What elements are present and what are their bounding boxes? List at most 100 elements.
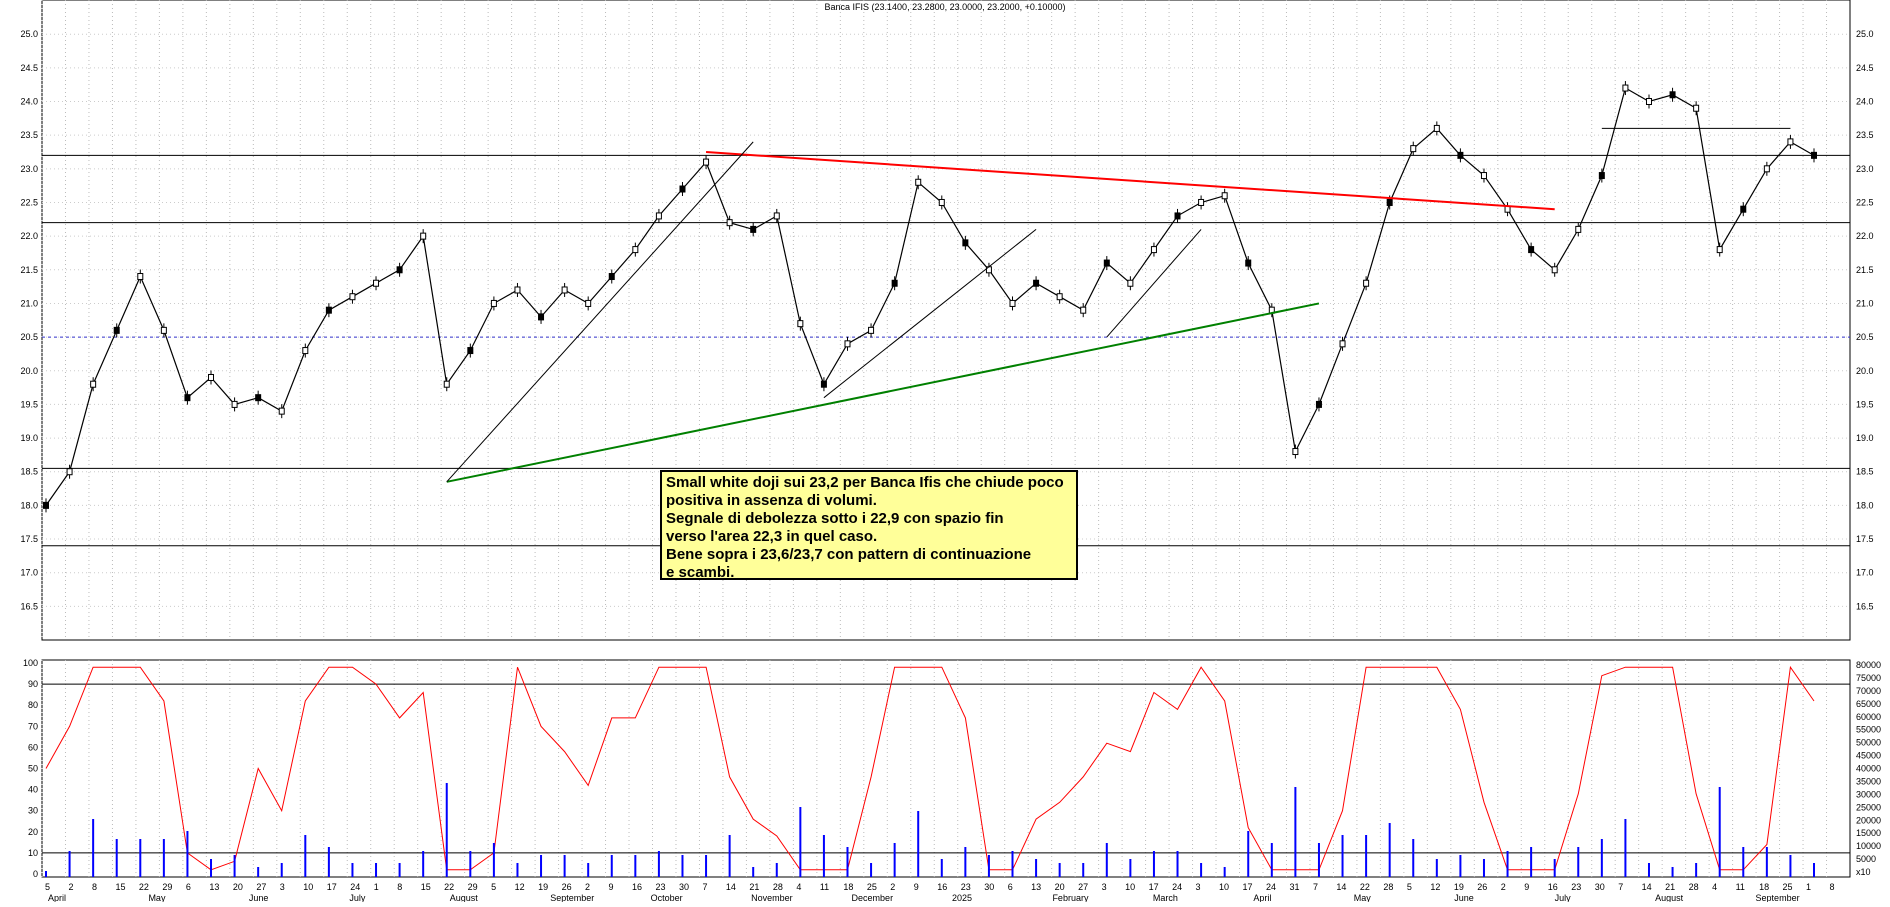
price-candle	[703, 158, 710, 166]
x-day-label: 29	[162, 882, 172, 892]
x-day-label: 5	[491, 882, 496, 892]
volume-bar	[1341, 835, 1344, 877]
x-day-label: 8	[92, 882, 97, 892]
price-candle	[137, 273, 144, 281]
y-tick-right: 19.5	[1856, 399, 1874, 409]
x-day-label: 19	[538, 882, 548, 892]
y-tick-right: 22.0	[1856, 231, 1874, 241]
x-day-label: 11	[820, 882, 829, 892]
price-candle	[1174, 212, 1181, 220]
volume-bar	[728, 835, 731, 877]
x-month-label: July	[1555, 893, 1572, 902]
oscillator-tick: 0	[33, 869, 38, 879]
volume-bar	[516, 863, 519, 877]
y-tick-left: 24.0	[20, 97, 38, 107]
price-candle	[1528, 246, 1535, 254]
annotation-line: Small white doji sui 23,2 per Banca Ifis…	[666, 474, 1064, 491]
price-candle	[1080, 306, 1087, 314]
volume-bar	[304, 835, 307, 877]
x-day-label: 21	[1665, 882, 1675, 892]
volume-bar	[1129, 859, 1132, 877]
x-day-label: 17	[1149, 882, 1159, 892]
x-day-label: 30	[1595, 882, 1605, 892]
x-day-label: 2	[68, 882, 73, 892]
x-day-label: 23	[655, 882, 665, 892]
x-day-label: 24	[350, 882, 360, 892]
price-candle	[915, 178, 922, 186]
volume-bar	[634, 855, 637, 877]
volume-tick: 45000	[1856, 751, 1881, 761]
x-day-label: 9	[609, 882, 614, 892]
volume-bar	[1035, 859, 1038, 877]
volume-bar	[846, 847, 849, 877]
x-day-label: 20	[1055, 882, 1065, 892]
y-tick-right: 21.5	[1856, 265, 1874, 275]
volume-bar	[1270, 843, 1273, 877]
x-month-label: June	[1454, 893, 1474, 902]
price-candle	[844, 340, 851, 348]
volume-bar	[162, 839, 165, 877]
x-day-label: 28	[773, 882, 783, 892]
y-tick-right: 21.0	[1856, 298, 1874, 308]
price-candle	[1433, 124, 1440, 132]
volume-bar	[657, 851, 660, 877]
y-tick-left: 24.5	[20, 63, 38, 73]
y-tick-left: 19.5	[20, 399, 38, 409]
volume-tick: 50000	[1856, 738, 1881, 748]
volume-bar	[1058, 863, 1061, 877]
price-candle	[608, 273, 615, 281]
x-day-label: 5	[1407, 882, 1412, 892]
x-day-label: 13	[1031, 882, 1041, 892]
x-day-label: 23	[961, 882, 971, 892]
price-candle	[514, 286, 521, 294]
oscillator-tick: 40	[28, 785, 38, 795]
price-candle	[490, 299, 497, 307]
x-day-label: 17	[327, 882, 337, 892]
x-day-label: 15	[115, 882, 125, 892]
resistance-trendline	[705, 150, 1555, 211]
volume-tick: 15000	[1856, 828, 1881, 838]
volume-bar	[1765, 847, 1768, 877]
y-tick-right: 17.0	[1856, 568, 1874, 578]
volume-bar	[1412, 839, 1415, 877]
price-candle	[679, 185, 686, 193]
price-candle	[349, 293, 356, 301]
volume-bar	[445, 783, 448, 877]
volume-tick: 10000	[1856, 841, 1881, 851]
x-day-label: 25	[1783, 882, 1793, 892]
x-day-label: 9	[1524, 882, 1529, 892]
x-day-label: 15	[421, 882, 431, 892]
x-month-label: June	[249, 893, 269, 902]
price-candle	[1622, 84, 1629, 92]
y-tick-right: 18.5	[1856, 467, 1874, 477]
x-day-label: 6	[1008, 882, 1013, 892]
annotation-line: Bene sopra i 23,6/23,7 con pattern di co…	[666, 546, 1032, 563]
x-month-label: March	[1153, 893, 1178, 902]
y-tick-left: 21.0	[20, 298, 38, 308]
y-tick-left: 25.0	[20, 29, 38, 39]
price-candle	[1693, 104, 1700, 112]
y-tick-right: 24.5	[1856, 63, 1874, 73]
volume-bar	[115, 839, 118, 877]
x-month-label: November	[751, 893, 793, 902]
x-month-label: February	[1052, 893, 1089, 902]
price-candle	[1009, 299, 1016, 307]
price-candle	[90, 380, 97, 388]
volume-tick: 65000	[1856, 699, 1881, 709]
y-tick-right: 23.0	[1856, 164, 1874, 174]
y-tick-right: 16.5	[1856, 601, 1874, 611]
price-candle	[1363, 279, 1370, 287]
volume-bar	[398, 863, 401, 877]
volume-bar	[422, 851, 425, 877]
x-day-label: 14	[1336, 882, 1346, 892]
price-candle	[1740, 205, 1747, 213]
price-candle	[585, 299, 592, 307]
price-candle	[1292, 448, 1299, 456]
x-day-label: 2	[585, 882, 590, 892]
price-candle	[962, 239, 969, 247]
y-tick-left: 20.5	[20, 332, 38, 342]
x-month-label: May	[1354, 893, 1372, 902]
x-month-label: September	[1756, 893, 1800, 902]
y-tick-left: 17.0	[20, 568, 38, 578]
volume-bar	[210, 859, 213, 877]
